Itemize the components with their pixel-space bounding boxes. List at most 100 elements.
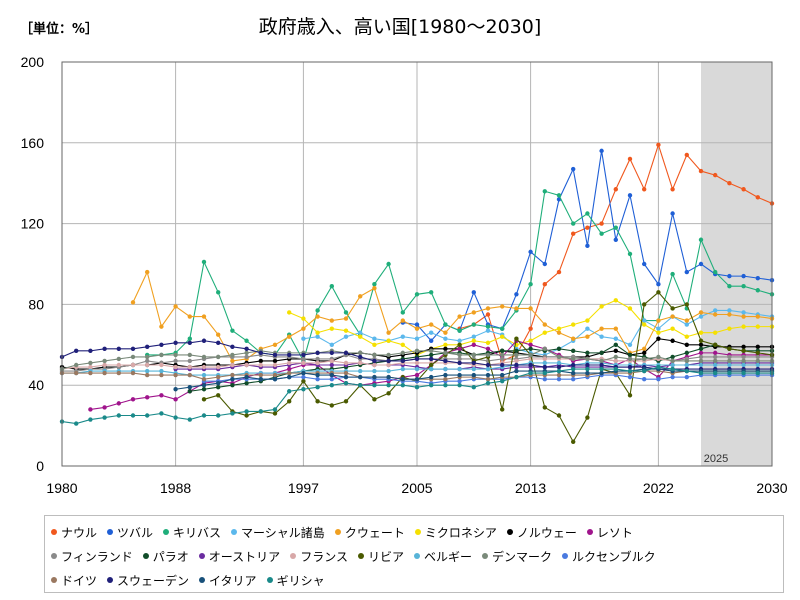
data-point xyxy=(386,362,391,368)
data-point xyxy=(386,368,391,374)
data-point xyxy=(443,350,448,356)
data-point xyxy=(542,370,547,376)
data-point xyxy=(684,350,689,356)
legend-label: オーストリア xyxy=(208,549,281,564)
legend-marker xyxy=(199,577,206,583)
data-point xyxy=(329,326,334,331)
data-point xyxy=(173,372,178,378)
data-point xyxy=(684,152,689,158)
data-point xyxy=(627,352,633,358)
data-point xyxy=(301,378,306,384)
data-point xyxy=(457,314,462,319)
data-point xyxy=(698,358,704,364)
legend-label: フランス xyxy=(300,549,348,564)
legend-label: マーシャル諸島 xyxy=(241,525,325,540)
data-point xyxy=(642,187,647,192)
data-point xyxy=(102,358,107,364)
legend-label: ノルウェー xyxy=(516,525,577,540)
data-point xyxy=(741,324,746,329)
data-point xyxy=(613,225,618,230)
data-point xyxy=(315,399,320,404)
data-point xyxy=(230,344,235,350)
data-point xyxy=(358,368,363,374)
data-point xyxy=(187,364,192,370)
y-tick-label: 0 xyxy=(36,458,44,474)
data-point xyxy=(642,350,647,356)
data-point xyxy=(287,366,292,372)
data-point xyxy=(599,350,604,356)
data-point xyxy=(145,358,150,364)
data-point xyxy=(173,352,178,358)
data-point xyxy=(287,310,292,315)
data-point xyxy=(599,148,604,154)
legend-marker xyxy=(266,577,273,583)
x-tick-label: 2005 xyxy=(401,480,432,496)
legend-marker xyxy=(481,553,488,559)
data-point xyxy=(571,366,576,372)
data-point xyxy=(656,318,661,323)
data-point xyxy=(727,312,732,317)
data-point xyxy=(741,344,746,350)
data-point xyxy=(443,366,448,372)
legend-marker xyxy=(198,553,205,559)
data-point xyxy=(613,298,618,303)
data-point xyxy=(88,417,93,422)
data-point xyxy=(173,304,178,309)
data-point xyxy=(230,383,235,388)
data-point xyxy=(443,346,448,352)
data-point xyxy=(301,336,306,341)
data-point xyxy=(372,336,377,341)
data-point xyxy=(457,366,462,372)
data-point xyxy=(88,348,93,354)
data-point xyxy=(201,364,207,370)
data-point xyxy=(329,358,334,364)
data-point xyxy=(145,354,150,360)
data-point xyxy=(599,326,604,331)
data-point xyxy=(670,374,675,380)
y-tick-label: 200 xyxy=(21,54,45,70)
data-point xyxy=(429,352,434,358)
data-point xyxy=(386,358,391,364)
data-point xyxy=(414,372,420,378)
data-point xyxy=(372,282,377,287)
data-point xyxy=(201,314,207,319)
data-point xyxy=(571,322,576,327)
data-point xyxy=(358,334,363,339)
data-point xyxy=(755,195,760,200)
data-point xyxy=(485,312,491,317)
data-point xyxy=(727,358,732,364)
data-point xyxy=(585,211,590,216)
data-point xyxy=(514,306,519,311)
data-point xyxy=(585,318,590,323)
data-point xyxy=(514,336,519,341)
data-point xyxy=(457,383,462,388)
data-point xyxy=(102,346,107,352)
data-point xyxy=(542,360,547,366)
data-point xyxy=(656,326,661,331)
data-point xyxy=(315,334,320,339)
data-point xyxy=(528,370,533,376)
data-point xyxy=(343,334,349,339)
data-point xyxy=(272,407,278,412)
data-point xyxy=(230,358,235,364)
data-point xyxy=(400,350,405,356)
data-point xyxy=(670,354,675,360)
data-point xyxy=(656,364,661,370)
data-point xyxy=(585,243,590,249)
legend-item: イタリア xyxy=(199,572,257,589)
data-point xyxy=(244,413,249,418)
data-point xyxy=(173,340,178,345)
legend-item: ナウル xyxy=(51,524,97,541)
data-point xyxy=(599,366,604,372)
y-tick-label: 120 xyxy=(21,216,45,232)
legend-marker xyxy=(334,529,341,535)
data-point xyxy=(429,374,434,380)
data-point xyxy=(457,346,462,352)
data-point xyxy=(457,356,462,362)
data-point xyxy=(642,346,647,352)
data-point xyxy=(755,344,760,350)
data-point xyxy=(485,328,491,333)
data-point xyxy=(386,374,391,380)
data-point xyxy=(656,354,661,360)
x-tick-label: 2030 xyxy=(756,480,787,496)
